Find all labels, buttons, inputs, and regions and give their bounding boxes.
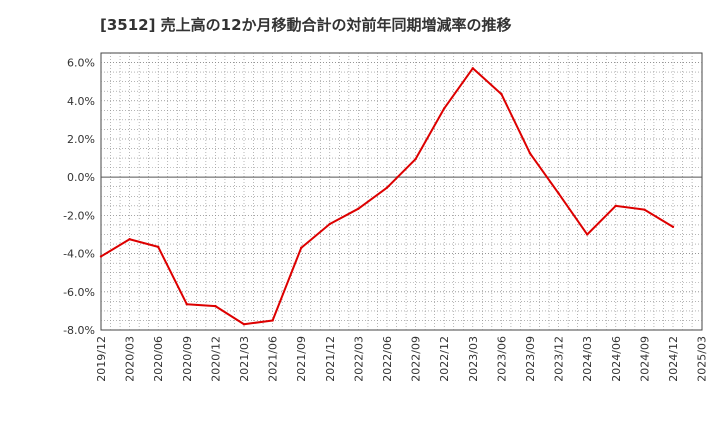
x-tick-label: 2024/03 xyxy=(581,336,594,382)
x-tick-label: 2020/03 xyxy=(124,336,137,382)
chart-title: [3512] 売上高の12か月移動合計の対前年同期増減率の推移 xyxy=(100,16,512,34)
data-point xyxy=(242,323,246,326)
data-point xyxy=(643,208,646,211)
x-tick-label: 2020/09 xyxy=(181,336,194,382)
x-tick-label: 2019/12 xyxy=(95,336,108,382)
data-point xyxy=(328,222,331,226)
y-tick-label: 2.0% xyxy=(67,133,95,146)
data-point xyxy=(671,225,675,229)
data-point xyxy=(99,255,103,258)
x-tick-label: 2023/09 xyxy=(524,336,537,382)
data-point xyxy=(357,207,360,210)
x-tick-label: 2024/09 xyxy=(638,336,651,382)
x-tick-label: 2020/06 xyxy=(152,336,165,382)
data-point xyxy=(528,152,532,155)
y-tick-label: -2.0% xyxy=(63,209,95,222)
data-point xyxy=(214,304,217,308)
y-tick-label: -8.0% xyxy=(63,324,95,337)
data-point xyxy=(500,92,503,96)
x-tick-label: 2024/06 xyxy=(610,336,623,382)
data-point xyxy=(414,157,417,161)
data-point xyxy=(128,238,131,241)
data-point xyxy=(586,233,589,236)
x-tick-label: 2023/06 xyxy=(495,336,508,382)
x-tick-label: 2021/06 xyxy=(267,336,280,382)
data-point xyxy=(385,186,389,189)
data-point xyxy=(157,245,160,249)
x-tick-label: 2022/06 xyxy=(381,336,394,382)
x-tick-label: 2020/12 xyxy=(209,336,222,382)
x-tick-label: 2025/03 xyxy=(696,336,709,382)
x-tick-label: 2022/09 xyxy=(410,336,423,382)
data-point xyxy=(300,246,303,250)
y-tick-label: -4.0% xyxy=(63,248,95,261)
data-point xyxy=(614,204,617,208)
x-tick-label: 2022/12 xyxy=(438,336,451,382)
data-point xyxy=(443,107,446,110)
data-point xyxy=(557,192,560,195)
plot-area xyxy=(100,52,703,331)
x-tick-label: 2021/09 xyxy=(295,336,308,382)
x-tick-label: 2021/12 xyxy=(324,336,337,382)
x-tick-label: 2021/03 xyxy=(238,336,251,382)
y-tick-label: 0.0% xyxy=(67,171,95,184)
x-tick-label: 2023/03 xyxy=(467,336,480,382)
data-point xyxy=(271,319,274,322)
y-tick-label: -6.0% xyxy=(63,286,95,299)
x-tick-label: 2023/12 xyxy=(553,336,566,382)
x-tick-label: 2024/12 xyxy=(667,336,680,382)
data-point xyxy=(185,303,188,306)
data-point xyxy=(471,67,474,70)
y-tick-label: 6.0% xyxy=(67,57,95,70)
y-tick-label: 4.0% xyxy=(67,95,95,108)
x-tick-label: 2022/03 xyxy=(352,336,365,382)
